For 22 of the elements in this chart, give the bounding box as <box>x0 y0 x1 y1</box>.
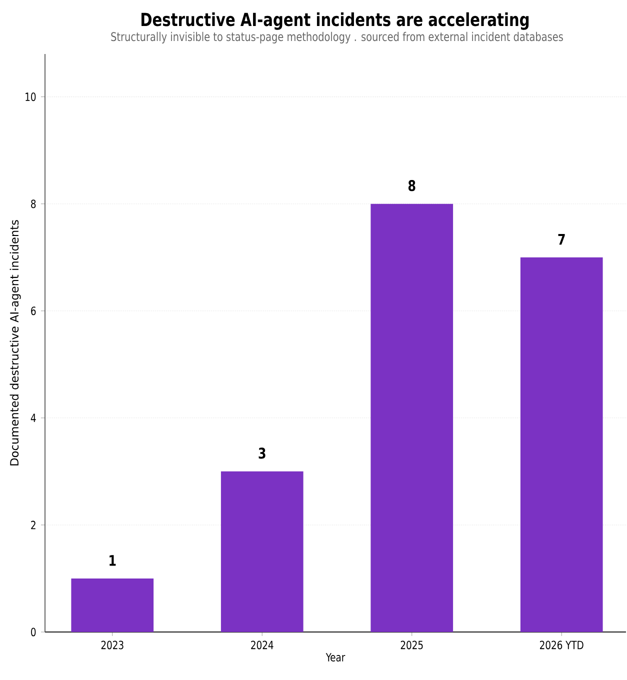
bar <box>370 204 454 632</box>
bar <box>221 471 304 632</box>
x-tick-label: 2026 YTD <box>540 640 584 650</box>
x-tick-label: 2025 <box>401 640 423 650</box>
y-tick-label: 10 <box>26 92 36 102</box>
y-tick-label: 2 <box>31 520 36 530</box>
y-tick-label: 6 <box>31 306 36 316</box>
x-tick-label: 2023 <box>102 640 124 650</box>
bar <box>71 578 154 632</box>
bar <box>520 257 603 632</box>
y-tick-label: 4 <box>31 414 36 422</box>
data-label: 3 <box>258 448 266 459</box>
data-label: 7 <box>558 234 565 245</box>
data-label: 1 <box>110 555 116 566</box>
x-tick-label: 2024 <box>251 640 274 650</box>
chart-subtitle: Structurally invisible to status-page methodology . sourced from external incident databases <box>111 32 564 44</box>
y-tick-label: 8 <box>31 200 36 208</box>
data-label: 8 <box>408 180 416 192</box>
y-tick-label: 0 <box>31 628 36 636</box>
y-axis-title: Documented destructive AI-agent incidents <box>10 220 21 466</box>
chart-title: Destructive AI-agent incidents are accelerating <box>142 12 529 30</box>
x-axis-title: Year <box>326 653 346 662</box>
